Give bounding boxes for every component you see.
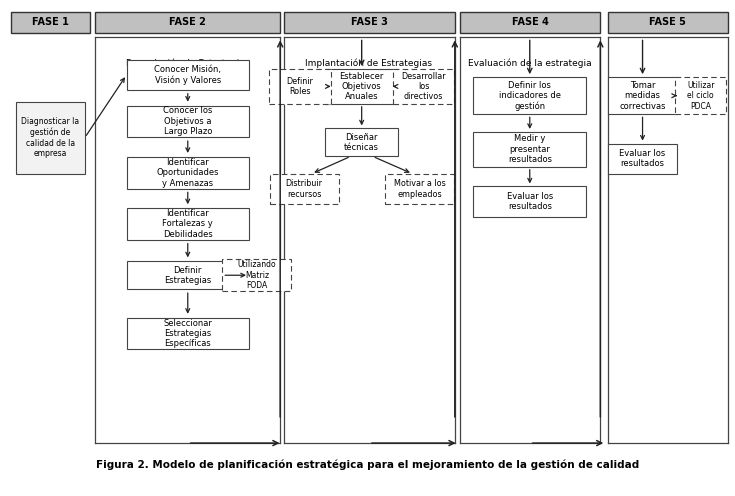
FancyBboxPatch shape	[11, 12, 90, 33]
FancyBboxPatch shape	[326, 69, 398, 104]
FancyBboxPatch shape	[126, 208, 249, 240]
Text: Evaluación de la estrategia: Evaluación de la estrategia	[468, 59, 592, 68]
Text: FASE 3: FASE 3	[351, 17, 388, 27]
Text: Diseñar
técnicas: Diseñar técnicas	[344, 132, 379, 152]
FancyBboxPatch shape	[473, 132, 586, 167]
FancyBboxPatch shape	[126, 157, 249, 188]
Text: Definir
Roles: Definir Roles	[287, 77, 313, 96]
Text: Definir los
indicadores de
gestión: Definir los indicadores de gestión	[499, 80, 561, 111]
Text: Identificar
Fortalezas y
Debilidades: Identificar Fortalezas y Debilidades	[162, 209, 213, 239]
Text: Establecer
Objetivos
Anuales: Establecer Objetivos Anuales	[340, 71, 384, 101]
FancyBboxPatch shape	[460, 12, 600, 33]
FancyBboxPatch shape	[15, 102, 85, 174]
FancyBboxPatch shape	[473, 186, 586, 217]
Text: Evaluar los
resultados: Evaluar los resultados	[506, 192, 553, 211]
FancyBboxPatch shape	[269, 69, 331, 104]
Text: Formulación de Estrategias: Formulación de Estrategias	[126, 59, 249, 68]
Text: Tomar
medidas
correctivas: Tomar medidas correctivas	[620, 81, 666, 111]
Text: FASE 2: FASE 2	[169, 17, 207, 27]
Text: Utilizar
el ciclo
PDCA: Utilizar el ciclo PDCA	[687, 81, 714, 111]
Text: Motivar a los
empleados: Motivar a los empleados	[394, 179, 445, 199]
FancyBboxPatch shape	[473, 77, 586, 115]
FancyBboxPatch shape	[385, 174, 454, 204]
FancyBboxPatch shape	[126, 261, 249, 289]
FancyBboxPatch shape	[222, 259, 292, 291]
FancyBboxPatch shape	[270, 174, 339, 204]
Text: Definir
Estrategias: Definir Estrategias	[164, 265, 212, 285]
Text: Implantación de Estrategias: Implantación de Estrategias	[306, 59, 432, 68]
Text: Conocer los
Objetivos a
Largo Plazo: Conocer los Objetivos a Largo Plazo	[163, 107, 212, 136]
FancyBboxPatch shape	[608, 12, 728, 33]
FancyBboxPatch shape	[675, 77, 726, 115]
FancyBboxPatch shape	[326, 128, 398, 156]
Text: Conocer Misión,
Visión y Valores: Conocer Misión, Visión y Valores	[154, 65, 221, 85]
Text: Figura 2. Modelo de planificación estratégica para el mejoramiento de la gestión: Figura 2. Modelo de planificación estrat…	[96, 459, 639, 470]
Text: FASE 5: FASE 5	[649, 17, 686, 27]
Text: FASE 4: FASE 4	[512, 17, 548, 27]
Text: Medir y
presentar
resultados: Medir y presentar resultados	[508, 134, 552, 164]
FancyBboxPatch shape	[608, 77, 677, 115]
Text: FASE 1: FASE 1	[32, 17, 68, 27]
FancyBboxPatch shape	[126, 317, 249, 349]
Text: Identificar
Oportunidades
y Amenazas: Identificar Oportunidades y Amenazas	[157, 158, 219, 187]
FancyBboxPatch shape	[608, 143, 677, 174]
FancyBboxPatch shape	[126, 60, 249, 90]
FancyBboxPatch shape	[392, 69, 454, 104]
FancyBboxPatch shape	[96, 12, 280, 33]
Text: Utilizando
Matriz
FODA: Utilizando Matriz FODA	[237, 260, 276, 290]
Text: Seleccionar
Estrategias
Específicas: Seleccionar Estrategias Específicas	[163, 318, 212, 348]
Text: Desarrollar
los
directivos: Desarrollar los directivos	[401, 71, 446, 101]
Text: Evaluar los
resultados: Evaluar los resultados	[620, 149, 666, 168]
FancyBboxPatch shape	[126, 106, 249, 137]
Text: Distribuir
recursos: Distribuir recursos	[286, 179, 323, 199]
Text: Diagnosticar la
gestión de
calidad de la
empresa: Diagnosticar la gestión de calidad de la…	[21, 117, 79, 158]
FancyBboxPatch shape	[284, 12, 455, 33]
